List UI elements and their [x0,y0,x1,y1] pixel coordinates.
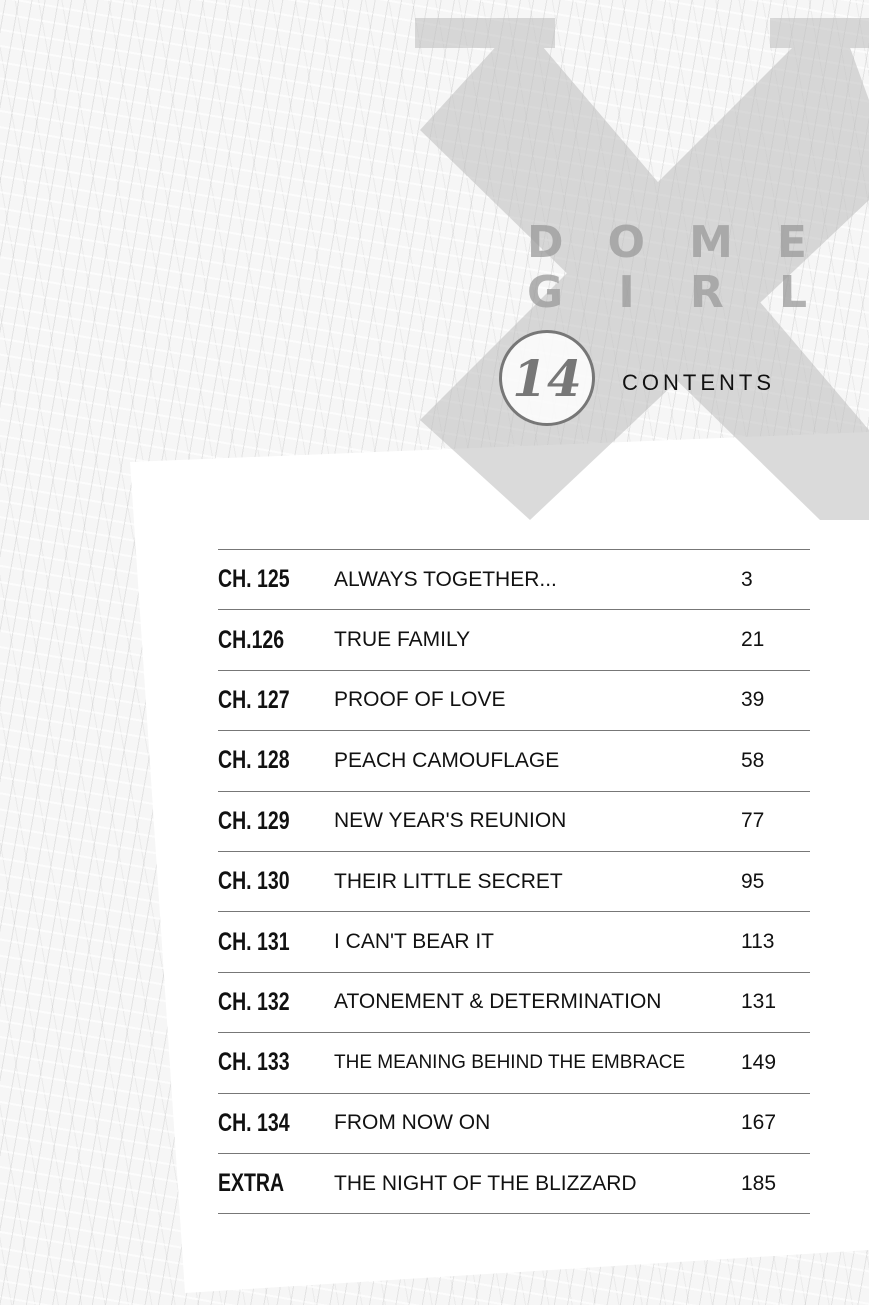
toc-row[interactable]: CH. 125 ALWAYS TOGETHER... 3 [218,549,810,609]
chapter-title: ATONEMENT & DETERMINATION [334,990,662,1014]
chapter-label: CH. 128 [218,746,290,775]
chapter-title: PROOF OF LOVE [334,688,506,712]
page-number: 77 [741,809,765,833]
toc-row[interactable]: CH. 127 PROOF OF LOVE 39 [218,669,810,730]
chapter-title: THE NIGHT OF THE BLIZZARD [334,1171,637,1195]
toc-row[interactable]: CH. 128 PEACH CAMOUFLAGE 58 [218,730,810,790]
chapter-label: CH. 130 [218,867,290,896]
chapter-title: THE MEANING BEHIND THE EMBRACE [334,1051,686,1073]
page-number: 21 [741,628,765,652]
toc-row[interactable]: CH. 134 FROM NOW ON 167 [218,1092,810,1153]
toc-row[interactable]: CH.126 TRUE FAMILY 21 [218,609,810,669]
toc-row[interactable]: CH. 132 ATONEMENT & DETERMINATION 131 [218,971,810,1032]
chapter-title: ALWAYS TOGETHER... [334,567,557,591]
toc-row[interactable]: EXTRA THE NIGHT OF THE BLIZZARD 185 [218,1152,810,1215]
chapter-title: THEIR LITTLE SECRET [334,869,563,893]
page-number: 39 [741,688,765,712]
chapter-label: CH. 127 [218,685,290,714]
page-number: 3 [741,567,753,591]
chapter-label: CH. 131 [218,927,290,956]
chapter-label: CH. 129 [218,806,290,835]
contents-heading: CONTENTS [622,370,775,395]
toc-row[interactable]: CH. 130 THEIR LITTLE SECRET 95 [218,850,810,911]
x-serif-top-left [415,18,555,48]
toc-row[interactable]: CH. 133 THE MEANING BEHIND THE EMBRACE 149 [218,1032,810,1092]
chapter-label: CH. 125 [218,565,290,594]
toc-row[interactable]: CH. 131 I CAN'T BEAR IT 113 [218,911,810,971]
chapter-label: CH. 133 [218,1048,290,1077]
chapter-label: CH. 134 [218,1108,290,1137]
page-number: 95 [741,869,765,893]
page-number: 185 [741,1171,777,1195]
page-number: 131 [741,990,777,1014]
chapter-title: I CAN'T BEAR IT [334,930,494,954]
chapter-label: EXTRA [218,1169,285,1198]
volume-number-badge: 14 [499,330,595,426]
x-serif-top-right [770,18,869,48]
chapter-title: TRUE FAMILY [334,628,471,652]
page-number: 113 [741,930,775,954]
chapter-label: CH.126 [218,625,285,654]
table-of-contents: CH. 125 ALWAYS TOGETHER... 3 CH.126 TRUE FAM… [218,549,810,1215]
page-number: 167 [741,1111,777,1135]
chapter-title: PEACH CAMOUFLAGE [334,748,560,772]
page-number: 58 [741,748,765,772]
chapter-title: NEW YEAR'S REUNION [334,809,567,833]
page-number: 149 [741,1050,777,1074]
chapter-title: FROM NOW ON [334,1111,491,1135]
toc-row[interactable]: CH. 129 NEW YEAR'S REUNION 77 [218,790,810,851]
chapter-label: CH. 132 [218,987,290,1016]
